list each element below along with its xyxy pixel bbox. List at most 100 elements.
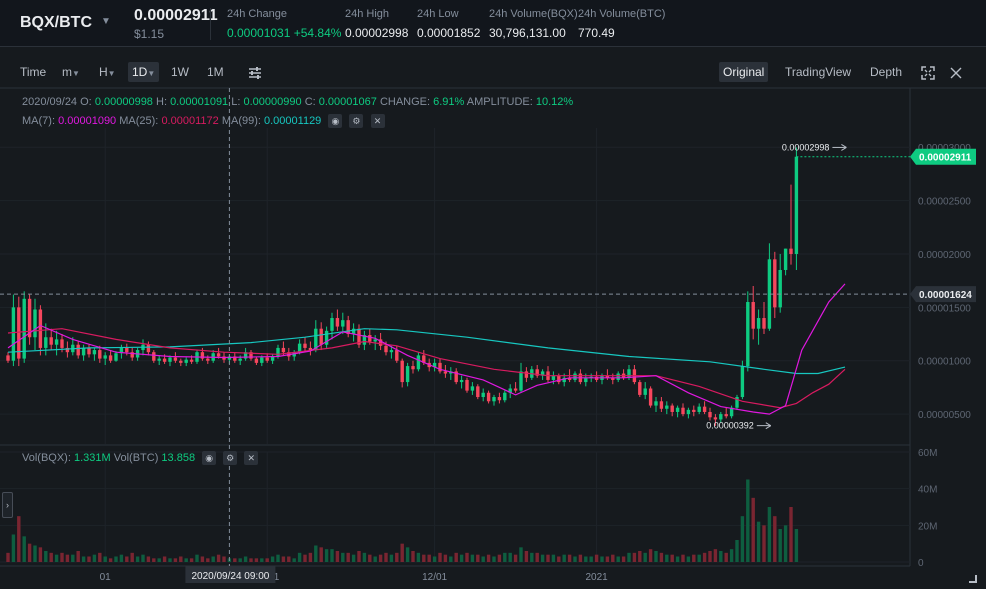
candle-body — [400, 360, 404, 383]
volume-bar — [103, 556, 107, 562]
candle-body — [81, 347, 86, 356]
volume-bar — [281, 556, 286, 562]
volume-bar — [751, 497, 755, 562]
volume-bar — [179, 556, 183, 562]
volume-bar — [449, 556, 453, 562]
volume-bar — [692, 554, 696, 562]
volume-bar — [17, 516, 21, 562]
gear-icon[interactable]: ⚙ — [223, 451, 238, 465]
candle-body — [276, 347, 280, 357]
view-original-tab[interactable]: Original — [719, 62, 769, 82]
volume-bar — [416, 552, 421, 562]
ma7-value: 0.00001090 — [58, 114, 117, 127]
volume-bar — [152, 558, 156, 562]
market-header: BQX/BTC ▼ 0.00002911 $1.15 24h Change 0.… — [0, 0, 986, 47]
candle-body — [416, 355, 421, 370]
volume-bar — [395, 552, 399, 562]
interval-1d-dropdown[interactable]: 1D▼ — [128, 62, 160, 82]
candle-body — [778, 269, 782, 308]
eye-icon[interactable]: ◉ — [202, 451, 217, 465]
volume-bar — [470, 554, 475, 562]
eye-icon[interactable]: ◉ — [328, 114, 343, 128]
volume-bar — [119, 554, 124, 562]
volume-bar — [697, 554, 701, 562]
close-icon[interactable]: ✕ — [244, 451, 259, 465]
chevron-down-icon[interactable]: ▼ — [101, 16, 111, 27]
volume-bar — [719, 551, 723, 562]
ma99-label: MA(99): — [221, 114, 261, 127]
volume-bar — [195, 554, 199, 562]
volume-bar — [508, 552, 512, 562]
interval-1m-button[interactable]: 1M — [207, 65, 224, 79]
view-tradingview-tab[interactable]: TradingView — [785, 65, 852, 79]
ma7-line — [7, 283, 846, 415]
volume-tick-label: 40M — [918, 485, 937, 496]
candle-body — [308, 347, 313, 351]
volume-bar — [378, 554, 383, 562]
ohlc-change: 6.91% — [433, 96, 465, 108]
candle-body — [665, 405, 669, 409]
volume-bar — [206, 558, 210, 562]
volume-bar — [287, 556, 291, 562]
volume-bar — [740, 516, 745, 562]
volume-bar — [794, 529, 799, 562]
candle-body — [341, 320, 345, 327]
ohlc-legend: 2020/09/24 O: 0.00000998 H: 0.00001091 L… — [22, 96, 573, 108]
stat-value: 770.49 — [578, 26, 615, 40]
candle-body — [767, 259, 772, 329]
interval-1w-button[interactable]: 1W — [171, 65, 189, 79]
candle-body — [638, 382, 642, 395]
chart-toolbar: Time m▼ H▼ 1D▼ 1W 1M Original TradingVie… — [0, 56, 986, 86]
volume-bar — [76, 551, 80, 562]
candle-body — [265, 357, 269, 361]
volume-bar — [530, 552, 534, 562]
candle-body — [470, 386, 475, 391]
side-panel-toggle[interactable]: › — [2, 492, 13, 518]
volume-bar — [184, 558, 188, 562]
volume-bar — [713, 549, 718, 562]
candle-body — [789, 248, 793, 254]
indicator-settings-icon[interactable] — [243, 62, 267, 82]
view-depth-tab[interactable]: Depth — [870, 65, 903, 79]
fullscreen-icon[interactable] — [916, 62, 940, 82]
volume-bar — [670, 554, 674, 562]
volume-bar — [22, 536, 26, 562]
candle-body — [751, 302, 755, 329]
volume-bar — [778, 529, 782, 562]
close-icon[interactable] — [945, 62, 967, 82]
interval-time-button[interactable]: Time — [20, 65, 47, 79]
candle-body — [422, 355, 426, 363]
gear-icon[interactable]: ⚙ — [349, 114, 364, 128]
candle-body — [119, 347, 124, 354]
candle-body — [98, 350, 102, 359]
candle-body — [735, 397, 739, 408]
time-axis-label: 2021 — [585, 572, 608, 583]
interval-hour-dropdown[interactable]: H▼ — [95, 62, 120, 82]
volume-bar — [146, 556, 151, 562]
interval-minute-dropdown[interactable]: m▼ — [58, 62, 84, 82]
ohlc-date: 2020/09/24 — [22, 96, 78, 108]
arrow-icon — [765, 422, 772, 430]
volume-bar — [638, 551, 642, 562]
candle-body — [130, 352, 134, 358]
resize-handle-icon[interactable] — [969, 575, 977, 583]
candle-body — [481, 392, 485, 398]
candle-body — [49, 337, 53, 345]
high-annotation: 0.00002998 — [782, 142, 830, 152]
candle-body — [54, 339, 59, 345]
candle-body — [503, 392, 507, 401]
candle-body — [179, 360, 183, 363]
volume-bar — [746, 479, 750, 562]
volume-bar — [486, 554, 491, 562]
candle-body — [168, 357, 172, 362]
volume-bar — [162, 556, 167, 562]
volume-bar — [135, 556, 140, 562]
candle-body — [260, 357, 264, 363]
volume-bar — [519, 547, 523, 562]
pair-selector[interactable]: BQX/BTC — [20, 14, 92, 31]
close-icon[interactable]: ✕ — [370, 114, 385, 128]
candle-body — [654, 401, 658, 406]
stat-value: 30,796,131.00 — [489, 26, 566, 40]
candle-body — [557, 375, 561, 383]
